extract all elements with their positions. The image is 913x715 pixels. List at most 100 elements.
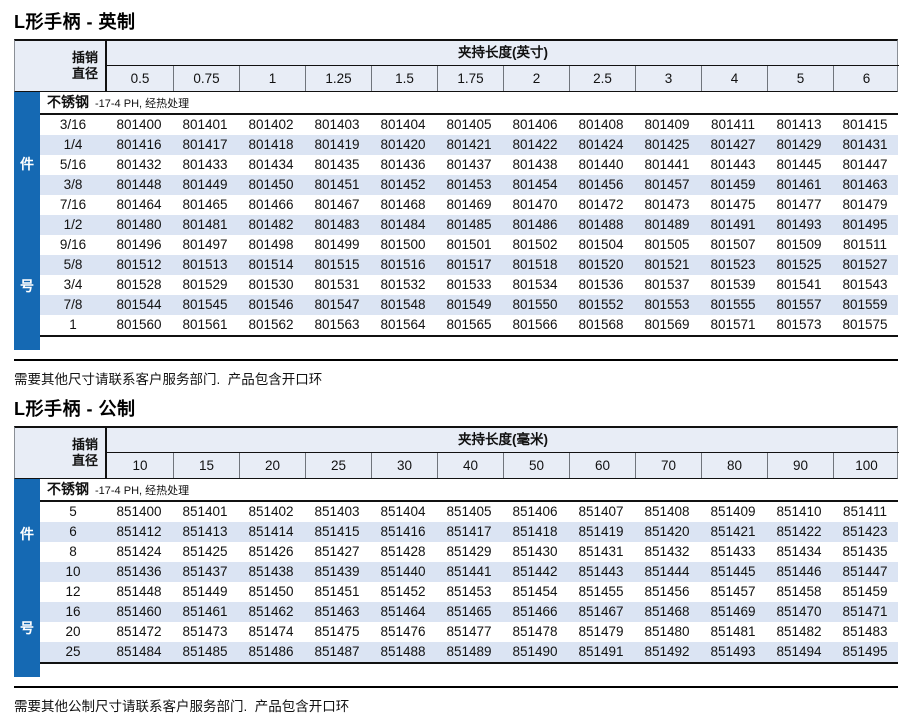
part-number-cell: 851401 (182, 504, 228, 519)
part-number-cell: 801543 (842, 277, 888, 292)
part-number-cell: 801502 (512, 237, 558, 252)
part-number-cell: 801550 (512, 297, 558, 312)
part-number-cell: 851478 (512, 624, 558, 639)
part-number-cell: 851459 (842, 584, 888, 599)
part-number-cell: 801537 (644, 277, 690, 292)
part-number-cell: 851421 (710, 524, 756, 539)
table-row: 1 801560 801561 801562 801563 801564 801565 801… (40, 315, 898, 335)
part-number-cell: 851434 (776, 544, 822, 559)
part-number-cell: 851491 (578, 644, 624, 659)
part-number-cell: 851411 (842, 504, 888, 519)
part-number-cell: 851430 (512, 544, 558, 559)
part-number-cell: 801453 (446, 177, 492, 192)
part-number-cell: 801468 (380, 197, 426, 212)
part-number-cell: 801434 (248, 157, 294, 172)
part-number-cell: 801560 (116, 317, 162, 332)
part-number-cell: 851433 (710, 544, 756, 559)
part-number-cell: 851405 (446, 504, 492, 519)
part-number-cell: 801523 (710, 257, 756, 272)
part-number-cell: 851492 (644, 644, 690, 659)
part-number-cell: 851409 (710, 504, 756, 519)
part-number-cell: 851461 (182, 604, 228, 619)
part-number-cell: 801415 (842, 117, 888, 132)
table-row: 1/2 801480 801481 801482 801483 801484 801485 8… (40, 215, 898, 235)
part-number-cell: 801495 (842, 217, 888, 232)
pin-diameter-line2: 直径 (71, 66, 98, 81)
part-number-cell: 801517 (446, 257, 492, 272)
part-number-cell: 801431 (842, 137, 888, 152)
part-number-cell: 851489 (446, 644, 492, 659)
column-header-cell: 15 (173, 453, 239, 478)
row-label: 12 (65, 584, 81, 599)
part-number-cell: 801491 (710, 217, 756, 232)
side-label-bottom: 号 (20, 619, 34, 636)
part-number-cell: 851453 (446, 584, 492, 599)
part-number-cell: 801486 (512, 217, 558, 232)
part-number-cell: 801427 (710, 137, 756, 152)
column-header-cell: 0.5 (130, 71, 150, 86)
part-number-cell: 801525 (776, 257, 822, 272)
row-label: 6 (69, 524, 77, 539)
pin-diameter-header: 插销 直径 (15, 428, 107, 478)
part-number-cell: 801561 (182, 317, 228, 332)
part-number-cell: 801432 (116, 157, 162, 172)
table-row: 3/8 801448 801449 801450 801451 801452 801453 8… (40, 175, 898, 195)
part-number-cell: 801518 (512, 257, 558, 272)
part-number-cell: 801484 (380, 217, 426, 232)
part-number-cell: 801485 (446, 217, 492, 232)
part-number-cell: 851445 (710, 564, 756, 579)
part-number-cell: 801447 (842, 157, 888, 172)
part-number-cell: 851452 (380, 584, 426, 599)
part-number-cell: 801448 (116, 177, 162, 192)
data-rows: 3/16 801400 801401 801402 801403 801404 801405… (40, 115, 898, 337)
part-number-side-bar: 件 号 (14, 479, 40, 677)
column-header-cell: 20 (239, 453, 305, 478)
column-header-cell: 30 (371, 453, 437, 478)
part-number-cell: 801470 (512, 197, 558, 212)
part-number-cell: 851416 (380, 524, 426, 539)
part-number-cell: 851441 (446, 564, 492, 579)
pin-diameter-line2: 直径 (71, 453, 98, 468)
section-divider-rule (14, 686, 898, 688)
part-number-cell: 801564 (380, 317, 426, 332)
part-number-cell: 851440 (380, 564, 426, 579)
table-body: 件 号 不锈钢 -17-4 PH, 经热处理 5 851400 851401 85140… (14, 479, 898, 677)
part-number-cell: 851468 (644, 604, 690, 619)
row-label: 10 (65, 564, 81, 579)
clamp-length-header: 夹持长度(毫米) (107, 428, 899, 453)
table-row: 25 851484 851485 851486 851487 851488 851489 85… (40, 642, 898, 662)
part-number-cell: 801544 (116, 297, 162, 312)
part-number-cell: 801562 (248, 317, 294, 332)
table-header: 插销 直径 夹持长度(毫米) 10 15 20 25 30 40 50 60 70 80 90 100 (14, 426, 899, 479)
part-number-cell: 801419 (314, 137, 360, 152)
part-number-cell: 801483 (314, 217, 360, 232)
part-number-cell: 801403 (314, 117, 360, 132)
part-number-cell: 851473 (182, 624, 228, 639)
column-header-cell: 60 (569, 453, 635, 478)
part-number-cell: 801479 (842, 197, 888, 212)
part-number-cell: 801527 (842, 257, 888, 272)
part-number-cell: 801531 (314, 277, 360, 292)
part-number-cell: 851436 (116, 564, 162, 579)
part-number-cell: 851467 (578, 604, 624, 619)
part-number-cell: 851480 (644, 624, 690, 639)
table-row: 6 851412 851413 851414 851415 851416 851417 851… (40, 522, 898, 542)
row-label: 3/8 (63, 177, 83, 192)
part-number-cell: 801425 (644, 137, 690, 152)
part-number-cell: 851425 (182, 544, 228, 559)
part-number-cell: 851426 (248, 544, 294, 559)
part-number-cell: 801482 (248, 217, 294, 232)
column-header-cell: 80 (701, 453, 767, 478)
part-number-cell: 851450 (248, 584, 294, 599)
row-label: 8 (69, 544, 77, 559)
part-number-cell: 851442 (512, 564, 558, 579)
table-row: 9/16 801496 801497 801498 801499 801500 801501… (40, 235, 898, 255)
part-number-cell: 801541 (776, 277, 822, 292)
part-number-cell: 801450 (248, 177, 294, 192)
part-number-cell: 851481 (710, 624, 756, 639)
footnote-metric: 需要其他公制尺寸请联系客户服务部门. 产品包含开口环 (14, 699, 350, 714)
part-number-cell: 801489 (644, 217, 690, 232)
part-number-cell: 801418 (248, 137, 294, 152)
table-row: 7/8 801544 801545 801546 801547 801548 801549 8… (40, 295, 898, 315)
part-number-cell: 851490 (512, 644, 558, 659)
